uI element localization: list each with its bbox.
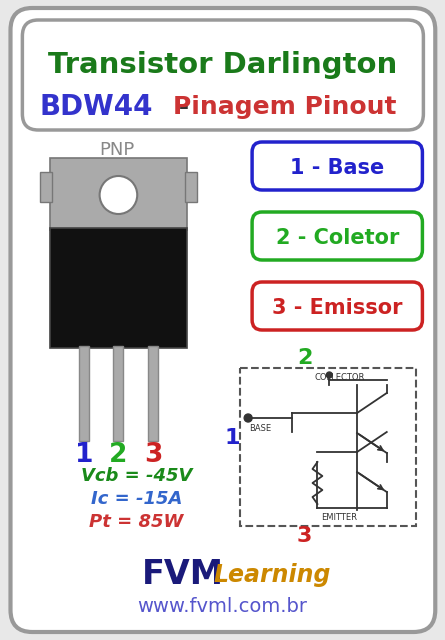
FancyBboxPatch shape: [252, 212, 422, 260]
Text: -: -: [170, 95, 198, 119]
Text: EMITTER: EMITTER: [321, 513, 357, 522]
Text: BASE: BASE: [249, 424, 271, 433]
FancyBboxPatch shape: [185, 172, 197, 202]
Text: 2: 2: [297, 348, 312, 368]
Text: COLLECTOR: COLLECTOR: [314, 372, 364, 381]
Text: 1: 1: [225, 428, 240, 448]
FancyBboxPatch shape: [252, 142, 422, 190]
Circle shape: [326, 372, 332, 378]
Text: 3: 3: [297, 526, 312, 546]
Text: 2: 2: [109, 442, 128, 468]
FancyBboxPatch shape: [50, 158, 187, 230]
Text: 3: 3: [144, 442, 162, 468]
Bar: [113, 346, 123, 441]
Text: Pinagem Pinout: Pinagem Pinout: [173, 95, 396, 119]
Text: FVM: FVM: [142, 559, 224, 591]
Text: PNP: PNP: [99, 141, 134, 159]
Text: Ic = -15A: Ic = -15A: [91, 490, 182, 508]
Text: 3 - Emissor: 3 - Emissor: [272, 298, 402, 318]
Text: 2 - Coletor: 2 - Coletor: [275, 228, 399, 248]
Bar: [79, 346, 89, 441]
Circle shape: [100, 176, 137, 214]
FancyBboxPatch shape: [22, 20, 423, 130]
Bar: [148, 346, 158, 441]
Text: Learning: Learning: [213, 563, 331, 587]
FancyBboxPatch shape: [252, 282, 422, 330]
Text: Pt = 85W: Pt = 85W: [89, 513, 183, 531]
Text: 1 - Base: 1 - Base: [290, 158, 384, 178]
FancyBboxPatch shape: [50, 228, 187, 348]
Text: BDW44: BDW44: [40, 93, 154, 121]
Text: Transistor Darlington: Transistor Darlington: [48, 51, 397, 79]
Text: 1: 1: [74, 442, 93, 468]
FancyBboxPatch shape: [40, 172, 52, 202]
Circle shape: [244, 414, 252, 422]
Text: www.fvml.com.br: www.fvml.com.br: [138, 598, 307, 616]
FancyBboxPatch shape: [240, 368, 417, 526]
FancyBboxPatch shape: [11, 8, 435, 632]
Text: Vcb = -45V: Vcb = -45V: [81, 467, 192, 485]
